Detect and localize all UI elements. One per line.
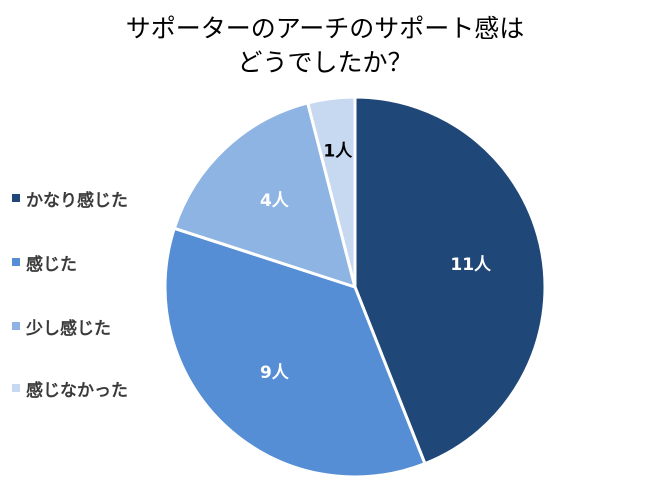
slice-kanjinakatta [306, 95, 357, 289]
legend-swatch-sukoshi [12, 322, 20, 330]
chart-title-line-2: どうでしたか？ [237, 48, 413, 77]
legend-label-kanari: かなり感じた [26, 190, 128, 211]
chart-title-line-1: サポーターのアーチのサポート感は [125, 14, 525, 43]
legend-label-sukoshi: 少し感じた [26, 318, 111, 339]
label-kanjinakatta: 1人 [323, 141, 353, 161]
label-kanjita: 9人 [260, 363, 290, 383]
legend-label-kanjita: 感じた [26, 254, 77, 275]
legend-swatch-kanari [12, 194, 20, 202]
legend-item-sukoshi: 少し感じた [12, 314, 111, 339]
legend-item-kanjita: 感じた [12, 250, 77, 275]
legend-item-kanari: かなり感じた [12, 186, 128, 211]
legend-swatch-kanjinakatta [12, 384, 20, 392]
legend-swatch-kanjita [12, 258, 20, 266]
slice-kanjita [163, 226, 427, 479]
legend-item-kanjinakatta: 感じなかった [12, 376, 128, 401]
legend-label-kanjinakatta: 感じなかった [26, 380, 128, 401]
label-sukoshi: 4人 [260, 191, 290, 211]
slice-sukoshi [172, 101, 357, 289]
label-kanari: 11人 [450, 255, 492, 275]
chart-title: サポーターのアーチのサポート感は どうでしたか？ [0, 12, 650, 80]
slice-kanari [353, 95, 547, 466]
